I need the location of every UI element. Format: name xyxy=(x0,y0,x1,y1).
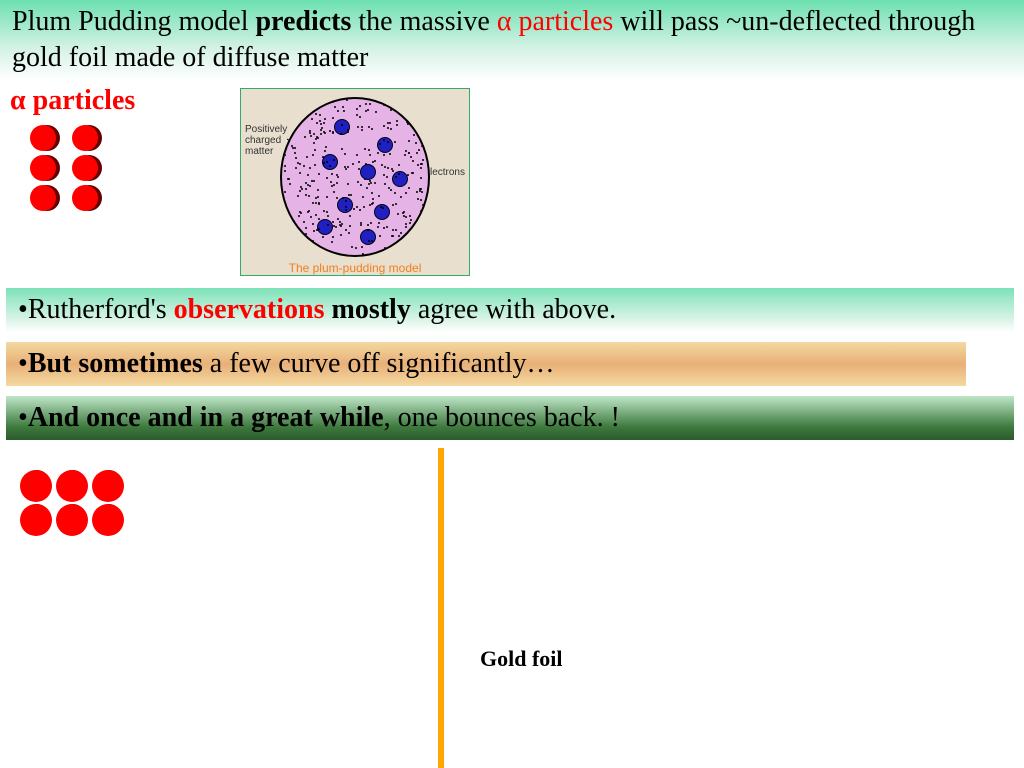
bullet-icon: • xyxy=(18,294,28,325)
alpha-dot xyxy=(72,185,98,211)
alpha-dot xyxy=(92,470,124,502)
rutherford-banner: •Rutherford's observations mostly agree … xyxy=(6,288,1014,332)
alpha-dot xyxy=(30,125,56,151)
alpha-particles-label: α particles xyxy=(10,85,135,117)
but-text: a few curve off significantly… xyxy=(203,348,555,379)
ruth-observations: observations xyxy=(174,294,325,325)
alpha-dot xyxy=(92,504,124,536)
but-banner: •But sometimes a few curve off significa… xyxy=(6,342,966,386)
once-bold: And once and in a great while xyxy=(28,402,384,433)
top-bold-predicts: predicts xyxy=(255,6,351,37)
bullet-icon: • xyxy=(18,348,28,379)
ruth-mostly: mostly xyxy=(332,294,411,325)
alpha-dots-bottom xyxy=(20,470,124,536)
gold-foil-label: Gold foil xyxy=(480,646,563,672)
electron-dot xyxy=(360,164,376,180)
space xyxy=(325,294,332,325)
alpha-dot xyxy=(56,504,88,536)
bullet-icon: • xyxy=(18,402,28,433)
but-bold: But sometimes xyxy=(28,348,203,379)
plum-pudding-diagram: Positively charged matter Electrons The … xyxy=(240,88,470,276)
top-alpha: α particles xyxy=(497,6,614,37)
electron-dot xyxy=(360,229,376,245)
alpha-dot xyxy=(20,504,52,536)
electron-dot xyxy=(392,171,408,187)
alpha-dot xyxy=(30,155,56,181)
alpha-dot xyxy=(56,470,88,502)
once-text: , one bounces back. ! xyxy=(384,402,620,433)
alpha-dot xyxy=(30,185,56,211)
alpha-dot xyxy=(72,125,98,151)
alpha-dot xyxy=(20,470,52,502)
plum-caption: The plum-pudding model xyxy=(289,261,422,275)
plum-circle xyxy=(280,97,430,257)
alpha-dot xyxy=(72,155,98,181)
gold-foil-line xyxy=(438,448,444,768)
ruth-text-2: agree with above. xyxy=(411,294,616,325)
electron-dot xyxy=(317,219,333,235)
alpha-dots-top xyxy=(30,125,98,211)
top-text-2: the massive xyxy=(351,6,496,37)
top-banner: Plum Pudding model predicts the massive … xyxy=(0,0,1024,81)
ruth-text-1: Rutherford's xyxy=(28,294,174,325)
top-text-1: Plum Pudding model xyxy=(12,6,255,37)
once-banner: •And once and in a great while, one boun… xyxy=(6,396,1014,440)
